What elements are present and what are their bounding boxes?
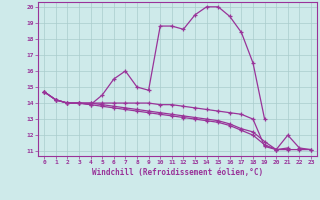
X-axis label: Windchill (Refroidissement éolien,°C): Windchill (Refroidissement éolien,°C) bbox=[92, 168, 263, 177]
